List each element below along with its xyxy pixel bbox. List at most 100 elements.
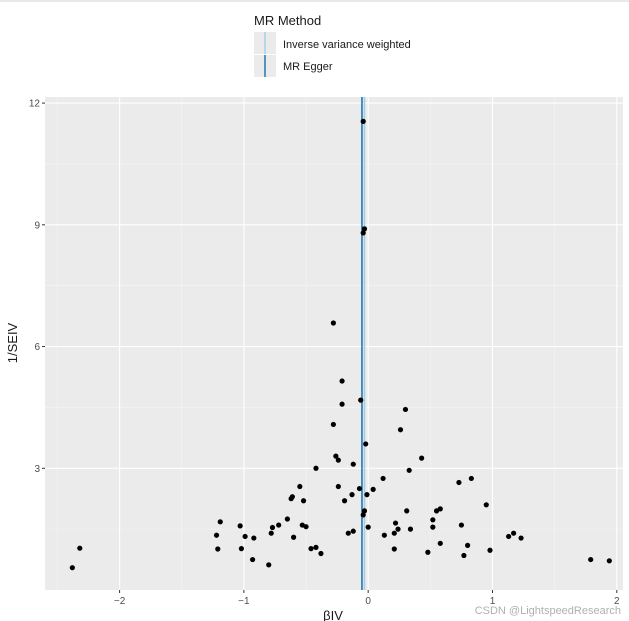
data-point	[381, 532, 387, 538]
data-point	[358, 397, 364, 403]
y-axis-title-text: 1/SEIV	[5, 322, 20, 363]
data-point	[350, 528, 356, 534]
data-point	[360, 230, 366, 236]
data-point	[335, 483, 341, 490]
data-point	[419, 455, 425, 461]
data-point	[284, 516, 290, 522]
data-point	[360, 512, 366, 518]
x-axis-title: βIV	[323, 608, 343, 621]
data-point	[291, 534, 297, 540]
data-point	[406, 467, 412, 473]
data-point	[487, 547, 493, 553]
data-point	[303, 524, 309, 530]
data-point	[458, 522, 465, 528]
data-point	[606, 558, 612, 564]
data-point	[391, 530, 397, 536]
data-point	[300, 498, 307, 504]
data-point	[361, 508, 368, 514]
data-point	[249, 556, 256, 563]
x-axis-title-text: βIV	[323, 608, 343, 621]
data-point	[215, 546, 221, 552]
data-point	[465, 542, 471, 548]
data-point	[425, 549, 431, 555]
data-point	[77, 545, 83, 551]
data-point	[333, 453, 339, 459]
data-point	[345, 530, 351, 536]
x-tick-label: −1	[238, 596, 250, 607]
data-point	[318, 550, 324, 557]
data-point	[217, 519, 223, 525]
data-point	[430, 517, 436, 523]
legend-title: MR Method	[254, 13, 321, 28]
data-point	[297, 483, 303, 490]
data-point	[518, 535, 524, 541]
data-point	[506, 533, 512, 540]
x-tick-label: 1	[490, 596, 496, 607]
data-point	[397, 427, 404, 433]
x-tick-label: −2	[114, 596, 126, 607]
x-tick-label: 0	[365, 596, 371, 607]
data-point	[461, 552, 467, 559]
data-point	[437, 540, 443, 546]
data-point	[364, 492, 370, 498]
data-point	[276, 522, 282, 528]
data-point	[404, 508, 410, 514]
data-point	[339, 401, 345, 407]
data-point	[350, 461, 356, 467]
data-point	[69, 565, 75, 571]
data-point	[456, 479, 462, 486]
data-point	[266, 562, 272, 568]
data-point	[269, 524, 276, 531]
data-point	[313, 465, 319, 471]
data-point	[370, 486, 376, 492]
y-tick-label: 3	[34, 464, 40, 475]
data-point	[588, 556, 594, 563]
data-point	[313, 544, 319, 551]
data-point	[407, 526, 414, 532]
data-point	[437, 506, 443, 512]
watermark: CSDN @LightspeedResearch	[475, 605, 621, 617]
plot-panel	[45, 97, 623, 590]
y-axis-title: 1/SEIV	[5, 322, 20, 363]
data-point	[237, 523, 243, 529]
data-point	[330, 320, 336, 326]
data-point	[268, 530, 274, 536]
data-point	[330, 421, 336, 428]
data-point	[335, 457, 341, 463]
data-point	[308, 546, 314, 552]
y-tick-label: 12	[29, 99, 41, 110]
data-point	[395, 526, 401, 532]
data-point	[430, 524, 436, 530]
data-point	[365, 524, 371, 530]
data-point	[289, 494, 295, 500]
data-point	[363, 441, 369, 447]
method-lines	[361, 97, 366, 590]
data-point	[349, 492, 355, 498]
data-point	[213, 532, 220, 538]
data-point	[339, 378, 345, 384]
data-point	[391, 546, 397, 552]
data-point	[468, 475, 474, 482]
legend-label-ivw: Inverse variance weighted	[283, 39, 411, 51]
grid-lines	[45, 97, 623, 590]
data-point	[251, 535, 257, 541]
legend-label-egger: MR Egger	[283, 61, 333, 73]
data-point	[238, 546, 244, 552]
data-point	[341, 498, 348, 504]
data-point	[392, 520, 399, 526]
data-point	[483, 502, 489, 508]
y-tick-label: 9	[34, 220, 40, 231]
data-point	[356, 485, 363, 492]
data-point	[361, 226, 368, 232]
data-point	[511, 530, 517, 536]
data-point	[380, 475, 386, 482]
data-points	[69, 118, 612, 571]
x-tick-label: 2	[614, 596, 620, 607]
data-point	[360, 118, 366, 124]
data-point	[402, 406, 409, 413]
y-tick-label: 6	[34, 342, 40, 353]
legend: MR Method Inverse variance weighted MR E…	[254, 13, 411, 77]
data-point	[242, 533, 248, 540]
